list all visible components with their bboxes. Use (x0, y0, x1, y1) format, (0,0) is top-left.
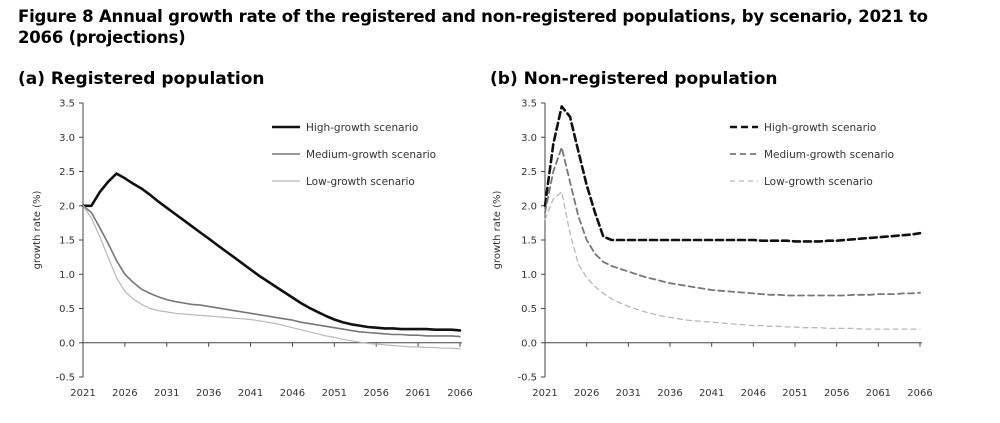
legend-label-high-b: High-growth scenario (764, 122, 876, 134)
x-tick-label: 2066 (447, 388, 472, 399)
x-tick-label: 2046 (280, 388, 305, 399)
x-tick-label: 2041 (699, 388, 724, 399)
legend-label-medium-b: Medium-growth scenario (764, 149, 894, 161)
y-tick-label: 3.5 (521, 99, 537, 110)
x-tick-label: 2056 (824, 388, 849, 399)
panel-a-title: (a) Registered population (18, 69, 265, 89)
y-tick-label: 2.5 (521, 167, 537, 178)
y-tick-label: 2.5 (59, 167, 75, 178)
y-tick-label: -0.5 (517, 373, 537, 384)
y-tick-label: 0.5 (521, 304, 537, 315)
y-tick-label: 0.5 (59, 304, 75, 315)
x-tick-label: 2021 (70, 388, 95, 399)
y-tick-label: 0.0 (521, 338, 537, 349)
y-tick-label: 2.0 (59, 201, 75, 212)
y-axis-label: growth rate (%) (32, 191, 43, 270)
y-tick-label: 2.0 (521, 201, 537, 212)
y-tick-label: 1.5 (59, 236, 75, 247)
figure-title: Figure 8 Annual growth rate of the regis… (18, 7, 928, 47)
x-tick-label: 2051 (782, 388, 807, 399)
x-tick-label: 2056 (363, 388, 388, 399)
y-tick-label: 1.5 (521, 236, 537, 247)
series-line-medium-a (82, 205, 461, 338)
legend-label-high-a: High-growth scenario (306, 122, 418, 134)
x-tick-label: 2041 (238, 388, 263, 399)
y-axis-label: growth rate (%) (492, 191, 503, 270)
chart-a: -0.5 0.0 0.5 1.0 1.5 2.0 2.5 3.0 3.5 2021 2026 2031… (32, 99, 473, 400)
y-tick-label: 0.0 (59, 338, 75, 349)
x-tick-label: 2046 (741, 388, 766, 399)
y-tick-label: 1.0 (521, 270, 537, 281)
x-tick-label: 2021 (532, 388, 557, 399)
x-tick-label: 2031 (154, 388, 179, 399)
legend-label-medium-a: Medium-growth scenario (306, 149, 436, 161)
panel-b-title: (b) Non-registered population (490, 69, 778, 89)
series-line-high-b (543, 105, 922, 243)
y-tick-label: 3.5 (59, 99, 75, 110)
y-tick-label: 3.0 (521, 133, 537, 144)
x-tick-label: 2066 (907, 388, 932, 399)
x-tick-label: 2051 (322, 388, 347, 399)
series-line-medium-b (544, 146, 921, 297)
legend-label-low-a: Low-growth scenario (306, 176, 415, 188)
x-tick-label: 2026 (112, 388, 137, 399)
chart-b: -0.5 0.0 0.5 1.0 1.5 2.0 2.5 3.0 3.5 2021 2026 2031… (492, 99, 933, 400)
series-line-low-a (82, 205, 461, 350)
x-tick-label: 2031 (616, 388, 641, 399)
x-tick-label: 2036 (196, 388, 221, 399)
x-tick-label: 2026 (574, 388, 599, 399)
y-tick-label: 3.0 (59, 133, 75, 144)
legend-label-low-b: Low-growth scenario (764, 176, 873, 188)
x-tick-label: 2061 (405, 388, 430, 399)
x-tick-label: 2036 (657, 388, 682, 399)
y-tick-label: -0.5 (55, 373, 75, 384)
y-tick-label: 1.0 (59, 270, 75, 281)
series-line-high-a (81, 172, 462, 332)
x-tick-label: 2061 (866, 388, 891, 399)
series-line-low-b (544, 191, 921, 330)
